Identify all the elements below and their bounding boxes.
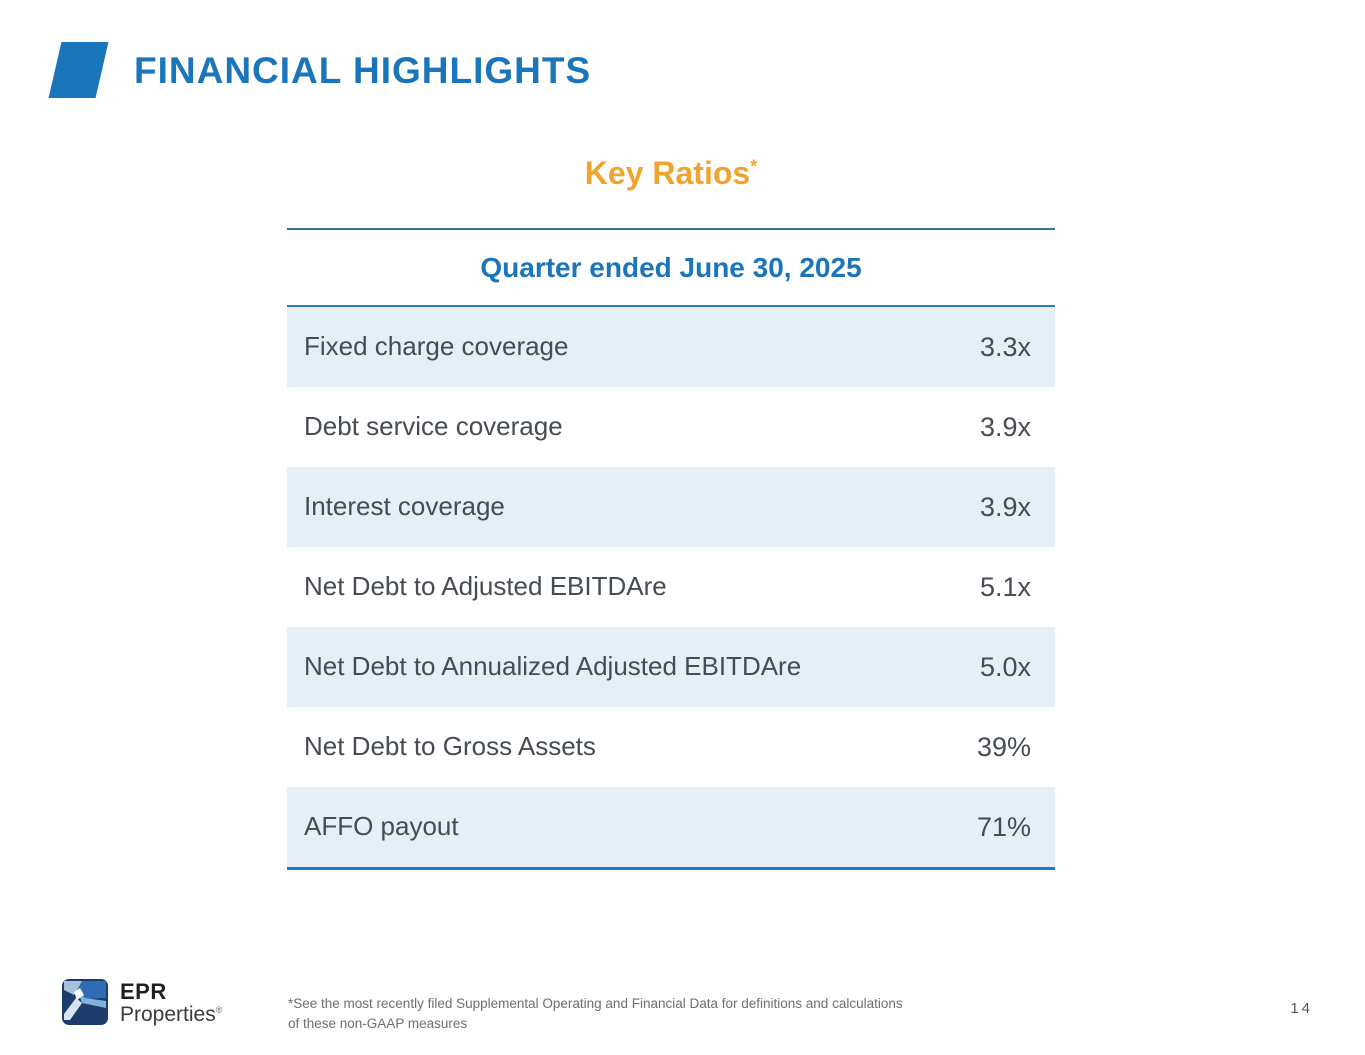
table-column-header: Quarter ended June 30, 2025: [287, 230, 1055, 307]
row-value: 5.0x: [979, 651, 1031, 682]
row-label: Net Debt to Adjusted EBITDAre: [304, 571, 667, 602]
table-row: Net Debt to Gross Assets 39%: [287, 707, 1055, 787]
row-label: Fixed charge coverage: [304, 331, 569, 362]
row-label: Net Debt to Annualized Adjusted EBITDAre: [304, 651, 802, 682]
table-title-text: Key Ratios: [584, 155, 751, 191]
epr-logo-icon: [62, 979, 108, 1025]
table-row: Debt service coverage 3.9x: [287, 387, 1055, 467]
table-title: Key Ratios*: [287, 155, 1055, 192]
footnote-line-2: of these non-GAAP measures: [288, 1015, 468, 1031]
table-title-asterisk: *: [750, 156, 758, 177]
table-row: Interest coverage 3.9x: [287, 467, 1055, 547]
row-value: 3.9x: [979, 491, 1031, 522]
table-row: Fixed charge coverage 3.3x: [287, 307, 1055, 387]
key-ratios-table: Quarter ended June 30, 2025 Fixed charge…: [287, 228, 1055, 870]
row-value: 71%: [976, 811, 1031, 842]
title-marker-parallelogram-icon: [48, 42, 109, 98]
footnote-line-1: *See the most recently filed Supplementa…: [288, 996, 903, 1011]
page-title: FINANCIAL HIGHLIGHTS: [134, 49, 592, 91]
epr-properties-logo: EPR Properties®: [62, 979, 222, 1026]
row-label: Interest coverage: [304, 491, 505, 522]
epr-logo-name: EPR: [120, 979, 167, 1004]
epr-logo-text: EPR Properties®: [120, 980, 222, 1026]
slide-header: FINANCIAL HIGHLIGHTS: [47, 42, 591, 98]
epr-logo-subname-text: Properties: [120, 1003, 216, 1027]
table-row: Net Debt to Annualized Adjusted EBITDAre…: [287, 627, 1055, 707]
row-value: 3.3x: [979, 331, 1031, 362]
footnote: *See the most recently filed Supplementa…: [288, 994, 1008, 1033]
table-row: Net Debt to Adjusted EBITDAre 5.1x: [287, 547, 1055, 627]
page-number: 14: [1290, 1000, 1313, 1017]
row-label: Debt service coverage: [304, 411, 563, 442]
row-label: Net Debt to Gross Assets: [304, 731, 596, 762]
row-value: 5.1x: [979, 571, 1031, 602]
row-value: 39%: [976, 731, 1031, 762]
registered-mark: ®: [215, 1005, 223, 1016]
table-row: AFFO payout 71%: [287, 787, 1055, 867]
row-label: AFFO payout: [304, 811, 459, 842]
epr-logo-subname: Properties®: [120, 1003, 222, 1026]
row-value: 3.9x: [979, 411, 1031, 442]
